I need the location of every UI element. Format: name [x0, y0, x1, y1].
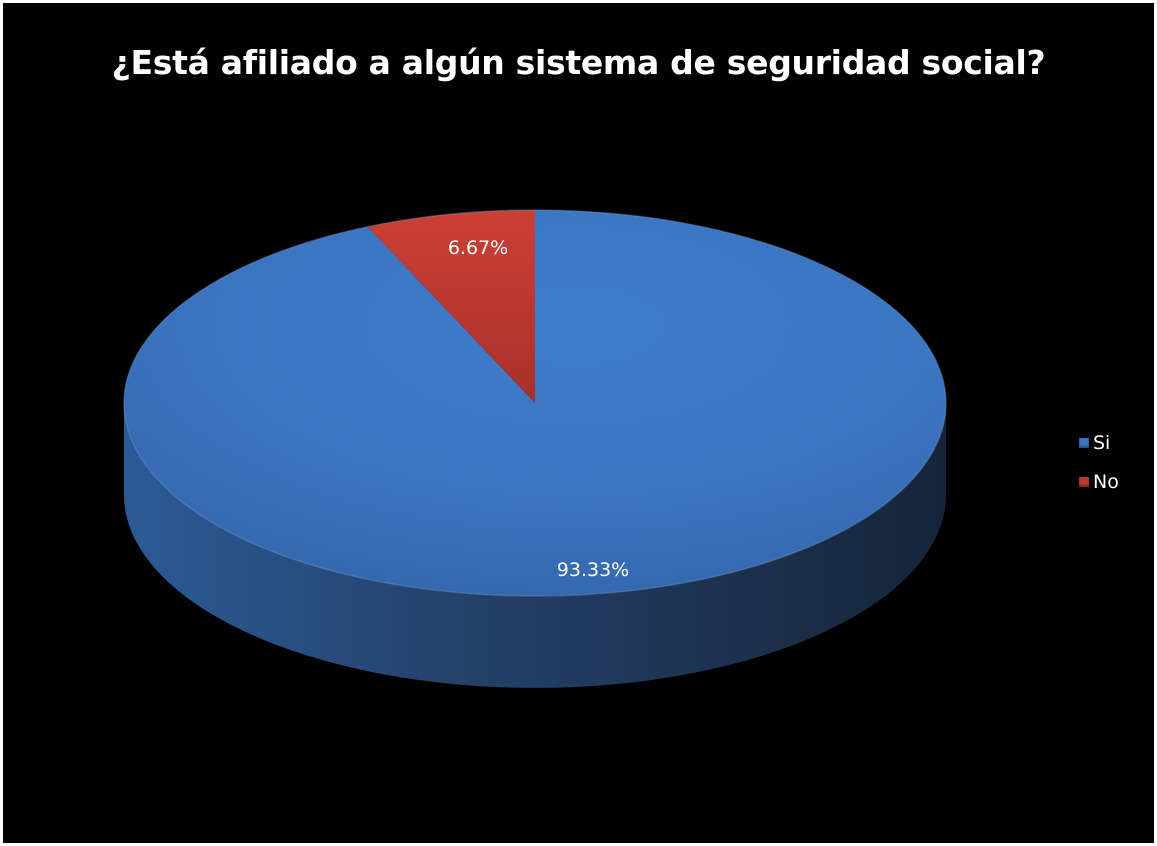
legend-item-si: Si: [1079, 432, 1119, 454]
legend-label-no: No: [1093, 471, 1119, 493]
legend: Si No: [1079, 432, 1119, 510]
chart-area: ¿Está afiliado a algún sistema de seguri…: [3, 3, 1154, 843]
pie-side-wall: [124, 403, 946, 688]
pie-chart: 93.33% 6.67%: [123, 209, 947, 688]
pie-slice-si: [123, 210, 946, 596]
legend-label-si: Si: [1093, 432, 1111, 454]
data-label-no: 6.67%: [448, 237, 508, 259]
chart-title: ¿Está afiliado a algún sistema de seguri…: [111, 43, 1046, 82]
pie-top-rim: [123, 209, 947, 597]
data-label-si: 93.33%: [557, 559, 629, 581]
legend-swatch-si: [1079, 438, 1089, 448]
pie-slice-no: [367, 210, 535, 403]
legend-item-no: No: [1079, 471, 1119, 493]
legend-swatch-no: [1079, 477, 1089, 487]
